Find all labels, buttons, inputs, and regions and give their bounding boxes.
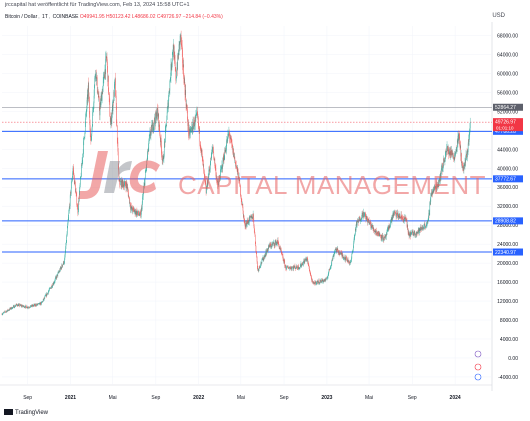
level-tag-bg	[493, 217, 523, 225]
y-tick-label: 40000.00	[497, 166, 518, 172]
countdown-label: 01:01:10	[496, 126, 514, 131]
lightning-icon	[474, 350, 482, 358]
event-icon	[474, 373, 482, 381]
level-tag-bg	[493, 248, 523, 256]
x-tick-label: 2023	[321, 395, 332, 401]
level-tag-label: 47786.28	[495, 129, 516, 135]
level-tag-bg	[493, 103, 523, 111]
alert-icon	[474, 363, 482, 371]
support-resistance-lines	[2, 106, 492, 253]
publish-note: jrccapital hat veröffentlicht für Tradin…	[5, 2, 190, 8]
x-tick-label: Sep	[280, 395, 289, 401]
jrc-logo	[78, 151, 160, 199]
y-tick-label: 4000.00	[500, 337, 518, 343]
symbol-legend: Bitcoin / Dollar, 1T, COINBASE O49941.95…	[5, 14, 223, 20]
price-chart[interactable]: -4000.00 0.00 4000.00 8000.00 12000.00 16000.…	[0, 22, 530, 405]
y-tick-label: 52000.00	[497, 109, 518, 115]
current-price-label: 49726.97	[495, 120, 516, 126]
x-tick-label: Sep	[151, 395, 160, 401]
x-tick-label: 2024	[450, 395, 461, 401]
y-tick-label: 44000.00	[497, 147, 518, 153]
axis-tools	[474, 350, 482, 381]
ohlc-values: O49941.95 H50123.42 L48686.02 C49726.97 …	[79, 14, 223, 20]
y-tick-label: 0.00	[508, 356, 518, 362]
level-tag-bg	[493, 127, 523, 135]
y-tick-label: 56000.00	[497, 90, 518, 96]
x-tick-label: Mai	[237, 395, 245, 401]
y-tick-label: 8000.00	[500, 318, 518, 324]
symbol-name: Bitcoin / Dollar	[5, 14, 38, 20]
top-bar: jrccapital hat veröffentlicht für Tradin…	[0, 0, 530, 19]
y-tick-label: 28000.00	[497, 223, 518, 229]
y-tick-label: 16000.00	[497, 280, 518, 286]
y-tick-label: 64000.00	[497, 52, 518, 58]
y-tick-label: 68000.00	[497, 33, 518, 39]
interval-label: 1T	[42, 14, 48, 20]
tradingview-brand: TradingView	[4, 409, 48, 416]
candlestick-series	[1, 30, 471, 316]
x-tick-label: 2021	[65, 395, 76, 401]
y-tick-label: 24000.00	[497, 242, 518, 248]
watermark-text: CAPITAL MANAGEMENT	[178, 170, 487, 200]
level-tag-label: 22340.97	[495, 250, 516, 256]
x-tick-label: Mai	[365, 395, 373, 401]
level-tag-bg	[493, 175, 523, 183]
currency-label: USD	[492, 13, 505, 19]
price-axis: -4000.00 0.00 4000.00 8000.00 12000.00 16000.…	[497, 33, 518, 380]
y-tick-label: 32000.00	[497, 204, 518, 210]
level-tag-label: 37772.67	[495, 177, 516, 183]
y-tick-label: 20000.00	[497, 261, 518, 267]
level-tag-label: 28908.82	[495, 219, 516, 225]
current-price-tag-bg	[493, 118, 523, 132]
y-tick-label: -4000.00	[498, 375, 518, 381]
y-tick-label: 12000.00	[497, 299, 518, 305]
level-tag-label: 52864.27	[495, 105, 516, 111]
exchange-label: COINBASE	[52, 14, 79, 20]
price-tags: 52864.27 47786.28 37772.67 28908.82 22340.97…	[493, 103, 523, 256]
x-tick-label: Sep	[408, 395, 417, 401]
grid	[0, 22, 493, 391]
tradingview-logo-icon	[4, 409, 13, 415]
y-tick-label: 60000.00	[497, 71, 518, 77]
y-tick-label: 36000.00	[497, 185, 518, 191]
time-axis: Sep 2021 Mai Sep 2022 Mai Sep 2023 Mai Sep 2024	[23, 395, 461, 401]
x-tick-label: Sep	[23, 395, 32, 401]
x-tick-label: 2022	[193, 395, 204, 401]
x-tick-label: Mai	[109, 395, 117, 401]
